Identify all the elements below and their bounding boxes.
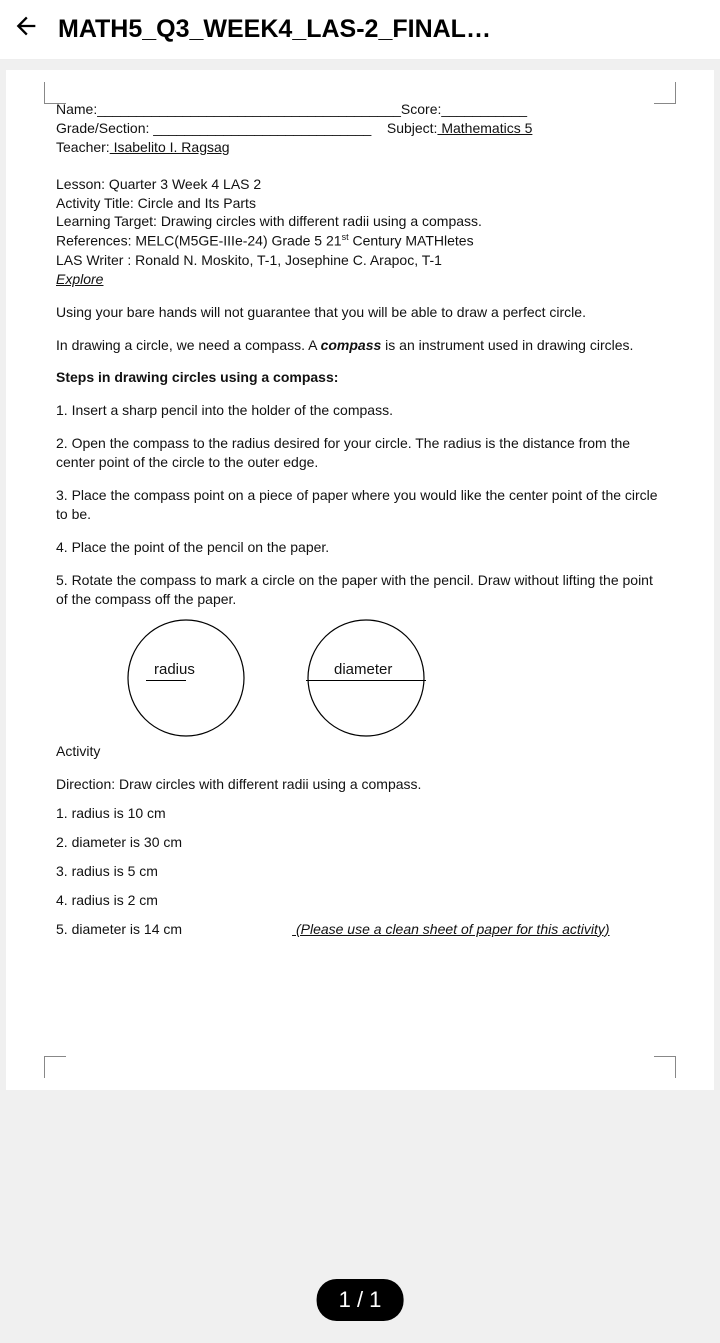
diameter-line bbox=[306, 680, 426, 681]
activity-title-line: Activity Title: Circle and Its Parts bbox=[56, 194, 664, 213]
page-indicator: 1 / 1 bbox=[317, 1279, 404, 1321]
explore-label: Explore bbox=[56, 270, 664, 289]
direction-line: Direction: Draw circles with different r… bbox=[56, 775, 664, 794]
references-line: References: MELC(M5GE-IIIe-24) Grade 5 2… bbox=[56, 231, 664, 251]
activity-heading: Activity bbox=[56, 742, 664, 761]
steps-heading: Steps in drawing circles using a compass… bbox=[56, 368, 664, 387]
intro-para-2: In drawing a circle, we need a compass. … bbox=[56, 336, 664, 355]
crop-mark-br bbox=[654, 1056, 676, 1078]
intro-para-1: Using your bare hands will not guarantee… bbox=[56, 303, 664, 322]
radius-circle: radius bbox=[126, 618, 246, 738]
teacher-value: Isabelito I. Ragsag bbox=[110, 139, 230, 155]
teacher-label: Teacher: bbox=[56, 139, 110, 155]
learning-target-line: Learning Target: Drawing circles with di… bbox=[56, 212, 664, 231]
lesson-block: Lesson: Quarter 3 Week 4 LAS 2 Activity … bbox=[56, 175, 664, 289]
app-header: MATH5_Q3_WEEK4_LAS-2_FINAL… bbox=[0, 0, 720, 60]
grade-label: Grade/Section: bbox=[56, 120, 149, 136]
score-blank: ___________ bbox=[441, 101, 527, 117]
score-label: Score: bbox=[401, 101, 441, 117]
step-2: 2. Open the compass to the radius desire… bbox=[56, 434, 664, 472]
las-writer-line: LAS Writer : Ronald N. Moskito, T-1, Jos… bbox=[56, 251, 664, 270]
circles-figure: radius diameter bbox=[126, 618, 664, 738]
radius-label: radius bbox=[154, 660, 195, 680]
document-title: MATH5_Q3_WEEK4_LAS-2_FINAL… bbox=[58, 15, 708, 44]
question-5: 5. diameter is 14 cm (Please use a clean… bbox=[56, 920, 664, 939]
crop-mark-tl bbox=[44, 82, 66, 104]
teacher-line: Teacher: Isabelito I. Ragsag bbox=[56, 138, 664, 157]
question-list: 1. radius is 10 cm 2. diameter is 30 cm … bbox=[56, 804, 664, 938]
q5-text: 5. diameter is 14 cm bbox=[56, 921, 182, 937]
references-pre: References: MELC(M5GE-IIIe-24) Grade 5 2… bbox=[56, 233, 342, 249]
activity-note: (Please use a clean sheet of paper for t… bbox=[292, 921, 610, 937]
question-2: 2. diameter is 30 cm bbox=[56, 833, 664, 852]
radius-line bbox=[146, 680, 186, 681]
subject-value: Mathematics 5 bbox=[437, 120, 532, 136]
step-4: 4. Place the point of the pencil on the … bbox=[56, 538, 664, 557]
lesson-line: Lesson: Quarter 3 Week 4 LAS 2 bbox=[56, 175, 664, 194]
pdf-viewer: Name:___________________________________… bbox=[0, 60, 720, 1100]
para2-pre: In drawing a circle, we need a compass. … bbox=[56, 337, 321, 353]
question-3: 3. radius is 5 cm bbox=[56, 862, 664, 881]
subject-label: Subject: bbox=[387, 120, 438, 136]
compass-word: compass bbox=[321, 337, 382, 353]
step-3: 3. Place the compass point on a piece of… bbox=[56, 486, 664, 524]
question-1: 1. radius is 10 cm bbox=[56, 804, 664, 823]
page-1: Name:___________________________________… bbox=[6, 70, 714, 1090]
name-score-line: Name:___________________________________… bbox=[56, 100, 664, 119]
name-blank: _______________________________________ bbox=[97, 101, 401, 117]
para2-post: is an instrument used in drawing circles… bbox=[381, 337, 633, 353]
back-icon[interactable] bbox=[12, 12, 40, 47]
references-post: Century MATHletes bbox=[349, 233, 474, 249]
step-1: 1. Insert a sharp pencil into the holder… bbox=[56, 401, 664, 420]
crop-mark-bl bbox=[44, 1056, 66, 1078]
diameter-label: diameter bbox=[334, 660, 392, 680]
grade-blank: ____________________________ bbox=[149, 120, 371, 136]
grade-subject-line: Grade/Section: _________________________… bbox=[56, 119, 664, 138]
diameter-circle: diameter bbox=[306, 618, 426, 738]
crop-mark-tr bbox=[654, 82, 676, 104]
question-4: 4. radius is 2 cm bbox=[56, 891, 664, 910]
references-sup: st bbox=[342, 232, 349, 242]
step-5: 5. Rotate the compass to mark a circle o… bbox=[56, 571, 664, 609]
